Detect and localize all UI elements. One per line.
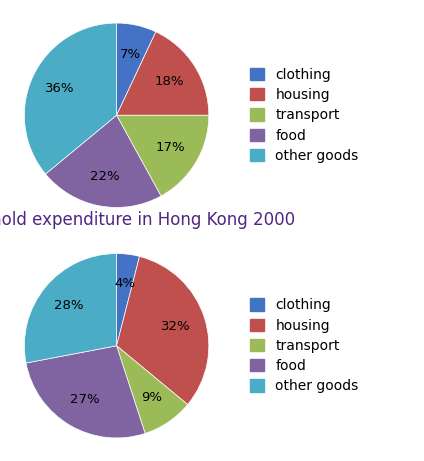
Text: 18%: 18%	[155, 75, 184, 88]
Legend: clothing, housing, transport, food, other goods: clothing, housing, transport, food, othe…	[250, 298, 359, 393]
Wedge shape	[25, 23, 117, 174]
Wedge shape	[25, 254, 117, 363]
Text: 22%: 22%	[90, 170, 120, 183]
Text: 28%: 28%	[53, 299, 83, 312]
Text: 17%: 17%	[156, 141, 185, 154]
Title: Household expenditure in Hong Kong 2000: Household expenditure in Hong Kong 2000	[0, 211, 295, 229]
Wedge shape	[45, 115, 161, 207]
Wedge shape	[117, 254, 139, 346]
Text: 7%: 7%	[120, 47, 141, 60]
Text: 32%: 32%	[162, 320, 191, 333]
Wedge shape	[117, 23, 156, 115]
Wedge shape	[117, 256, 209, 404]
Wedge shape	[26, 346, 145, 438]
Wedge shape	[117, 115, 209, 196]
Text: 4%: 4%	[114, 277, 135, 290]
Wedge shape	[117, 32, 209, 115]
Text: 9%: 9%	[141, 391, 162, 404]
Text: 27%: 27%	[70, 393, 100, 406]
Wedge shape	[117, 346, 188, 433]
Text: 36%: 36%	[45, 82, 75, 95]
Legend: clothing, housing, transport, food, other goods: clothing, housing, transport, food, othe…	[250, 68, 359, 163]
